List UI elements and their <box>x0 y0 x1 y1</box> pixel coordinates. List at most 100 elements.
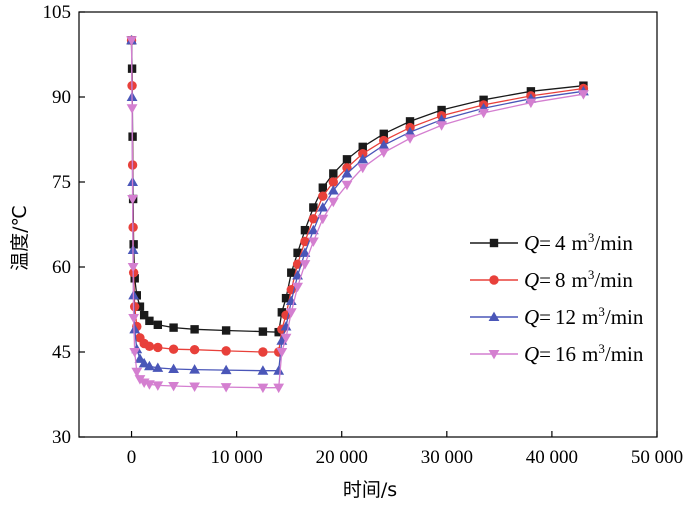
y-tick-label: 30 <box>52 427 71 448</box>
data-point <box>276 347 288 358</box>
data-point <box>525 98 537 109</box>
data-point <box>129 323 141 334</box>
data-point <box>293 248 302 258</box>
data-point <box>437 105 446 115</box>
x-tick-label: 20 000 <box>316 447 368 468</box>
data-point <box>131 367 143 378</box>
data-point <box>329 169 338 178</box>
data-point <box>292 282 303 293</box>
legend-label-part: = <box>539 231 551 255</box>
data-point <box>144 360 155 371</box>
data-point <box>281 293 291 303</box>
data-point <box>318 183 328 192</box>
y-tick-label: 45 <box>52 342 71 363</box>
data-point <box>379 129 388 139</box>
data-point <box>258 327 268 336</box>
data-point <box>273 383 285 394</box>
series-q-8-m-min <box>126 35 589 357</box>
data-point <box>478 108 489 119</box>
legend-label-part: 3 <box>598 341 605 356</box>
data-point <box>128 313 140 324</box>
y-tick-label: 105 <box>43 2 72 23</box>
legend-label: Q= 12 m3/min <box>524 304 644 329</box>
data-point <box>135 302 145 311</box>
data-point <box>358 148 368 159</box>
legend-label-part: 8 <box>555 268 566 292</box>
series-line <box>130 40 584 389</box>
data-point <box>273 365 285 375</box>
data-point <box>277 308 287 317</box>
data-point <box>307 224 319 235</box>
data-point <box>145 316 154 326</box>
legend-label-part: 16 <box>555 342 576 366</box>
legend-label-part: = <box>539 342 551 366</box>
data-point <box>189 345 200 355</box>
data-point <box>578 90 589 100</box>
data-point <box>189 382 200 392</box>
legend-label-part: 4 <box>555 231 566 255</box>
data-point <box>287 268 296 277</box>
data-point <box>144 380 155 390</box>
data-point <box>280 333 292 344</box>
series-q-12-m-min <box>126 34 589 375</box>
data-point <box>342 163 352 173</box>
data-point <box>307 237 319 247</box>
legend-label-part: m <box>582 305 598 329</box>
x-tick-label: 0 <box>127 447 137 468</box>
series-line <box>130 40 584 333</box>
data-point <box>317 214 329 225</box>
legend-item: Q= 16 m3/min <box>470 341 644 366</box>
data-point <box>489 238 499 248</box>
data-point <box>169 323 178 332</box>
data-point <box>358 142 367 152</box>
data-point <box>220 364 232 375</box>
data-point <box>144 341 155 352</box>
data-point <box>138 357 150 368</box>
data-point <box>190 325 199 334</box>
data-point <box>168 363 179 374</box>
legend-item: Q= 12 m3/min <box>470 304 644 329</box>
data-point <box>300 236 310 247</box>
y-axis-title: 温度/℃ <box>9 205 31 271</box>
data-point <box>318 191 328 201</box>
plot-border <box>78 11 658 438</box>
data-point <box>153 342 163 353</box>
legend-label-part: Q <box>524 268 539 292</box>
data-point <box>127 262 139 273</box>
data-point <box>189 364 200 374</box>
legend-label-part: m <box>572 268 588 292</box>
legend-label: Q= 8 m3/min <box>524 267 633 292</box>
legend-label-part: /min <box>605 305 644 329</box>
data-point <box>129 347 141 358</box>
legend-label-part: 3 <box>598 304 605 319</box>
data-point <box>436 121 447 131</box>
series-layer <box>126 34 589 394</box>
axis-ticks: 0 10 000 20 000 30 000 40 000 50 000 30 45 60 75 9… <box>43 2 684 468</box>
x-tick-label: 10 000 <box>211 447 263 468</box>
data-point <box>479 95 488 105</box>
data-point <box>488 349 500 360</box>
plot-area <box>78 11 658 438</box>
data-point <box>405 117 415 126</box>
data-point <box>378 139 390 150</box>
series-line <box>130 40 584 353</box>
data-point <box>327 185 339 195</box>
legend-label-part: Q <box>524 342 539 366</box>
data-point <box>489 275 499 285</box>
data-point <box>341 180 353 191</box>
data-point <box>285 308 297 318</box>
series-line <box>130 40 584 372</box>
legend-label-part: m <box>572 231 588 255</box>
x-tick-label: 30 000 <box>421 447 473 468</box>
data-point <box>341 168 353 178</box>
data-point <box>299 247 311 257</box>
data-point <box>221 326 231 335</box>
y-tick-label: 60 <box>52 257 71 278</box>
data-point <box>129 301 140 312</box>
legend-label-part: 12 <box>555 305 576 329</box>
y-tick-label: 90 <box>52 87 71 108</box>
series-q-16-m-min <box>126 36 589 394</box>
legend-label-part: 3 <box>588 230 595 245</box>
data-point <box>404 134 416 144</box>
data-point <box>299 260 311 270</box>
